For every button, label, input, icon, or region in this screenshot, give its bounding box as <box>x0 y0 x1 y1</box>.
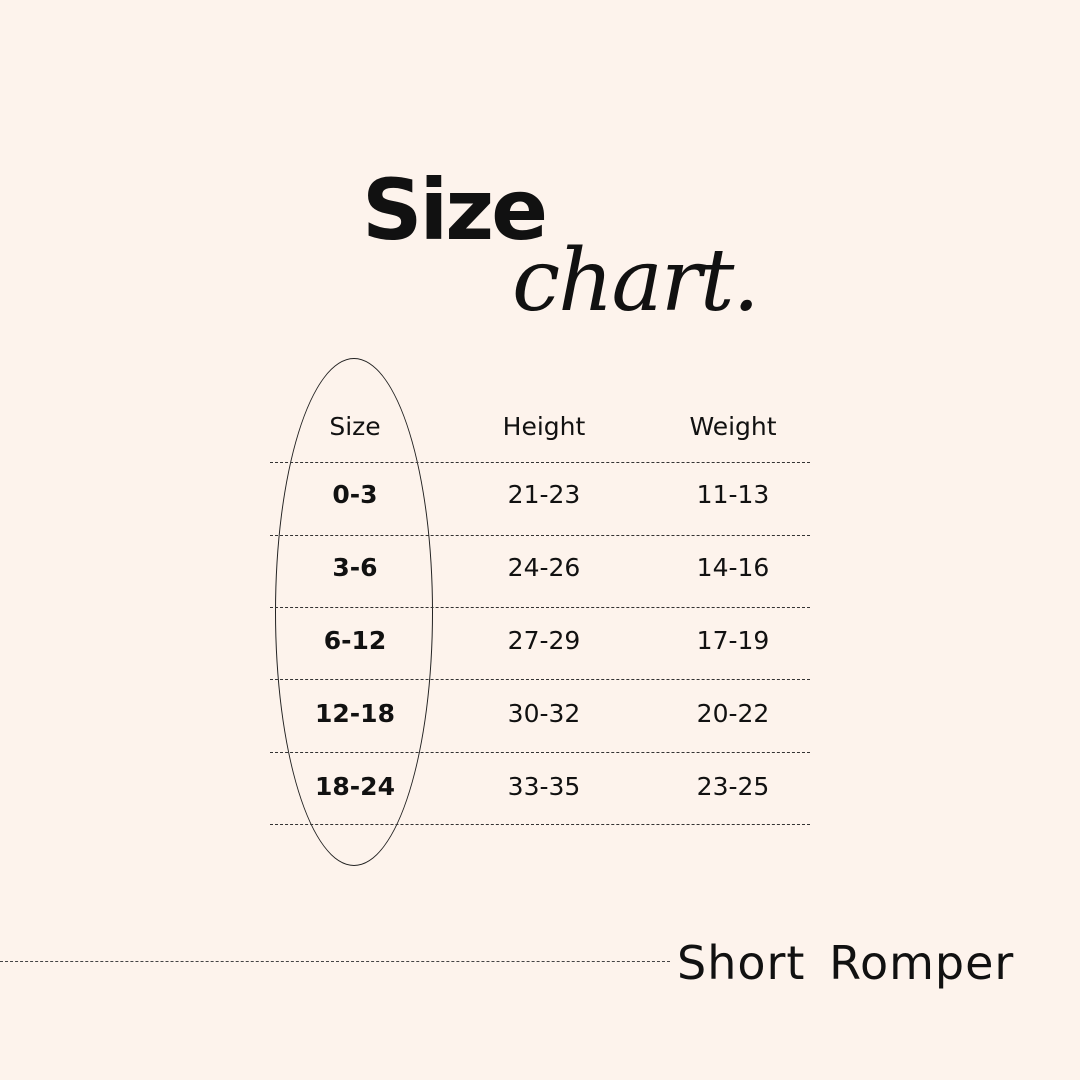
row-divider <box>270 824 810 825</box>
cell-size: 6-12 <box>323 626 387 655</box>
header-size: Size <box>329 412 381 441</box>
cell-weight: 17-19 <box>696 626 770 655</box>
row-divider <box>270 679 810 680</box>
cell-weight: 11-13 <box>696 480 770 509</box>
footer-divider <box>0 961 670 962</box>
cell-height: 24-26 <box>507 553 581 582</box>
header-height: Height <box>502 412 586 441</box>
cell-weight: 14-16 <box>696 553 770 582</box>
cell-height: 30-32 <box>507 699 581 728</box>
cell-size: 12-18 <box>315 699 395 728</box>
row-divider <box>270 535 810 536</box>
header-weight: Weight <box>689 412 777 441</box>
cell-weight: 23-25 <box>696 772 770 801</box>
cell-size: 3-6 <box>332 553 378 582</box>
row-divider <box>270 607 810 608</box>
row-divider <box>270 752 810 753</box>
title-size: Size <box>362 161 548 259</box>
cell-height: 21-23 <box>507 480 581 509</box>
cell-height: 33-35 <box>507 772 581 801</box>
cell-weight: 20-22 <box>696 699 770 728</box>
cell-height: 27-29 <box>507 626 581 655</box>
row-divider <box>270 462 810 463</box>
cell-size: 0-3 <box>332 480 378 509</box>
title-chart: chart. <box>512 231 760 331</box>
cell-size: 18-24 <box>315 772 395 801</box>
product-name: Short Romper <box>677 936 1015 990</box>
size-column-highlight-oval <box>275 358 433 866</box>
